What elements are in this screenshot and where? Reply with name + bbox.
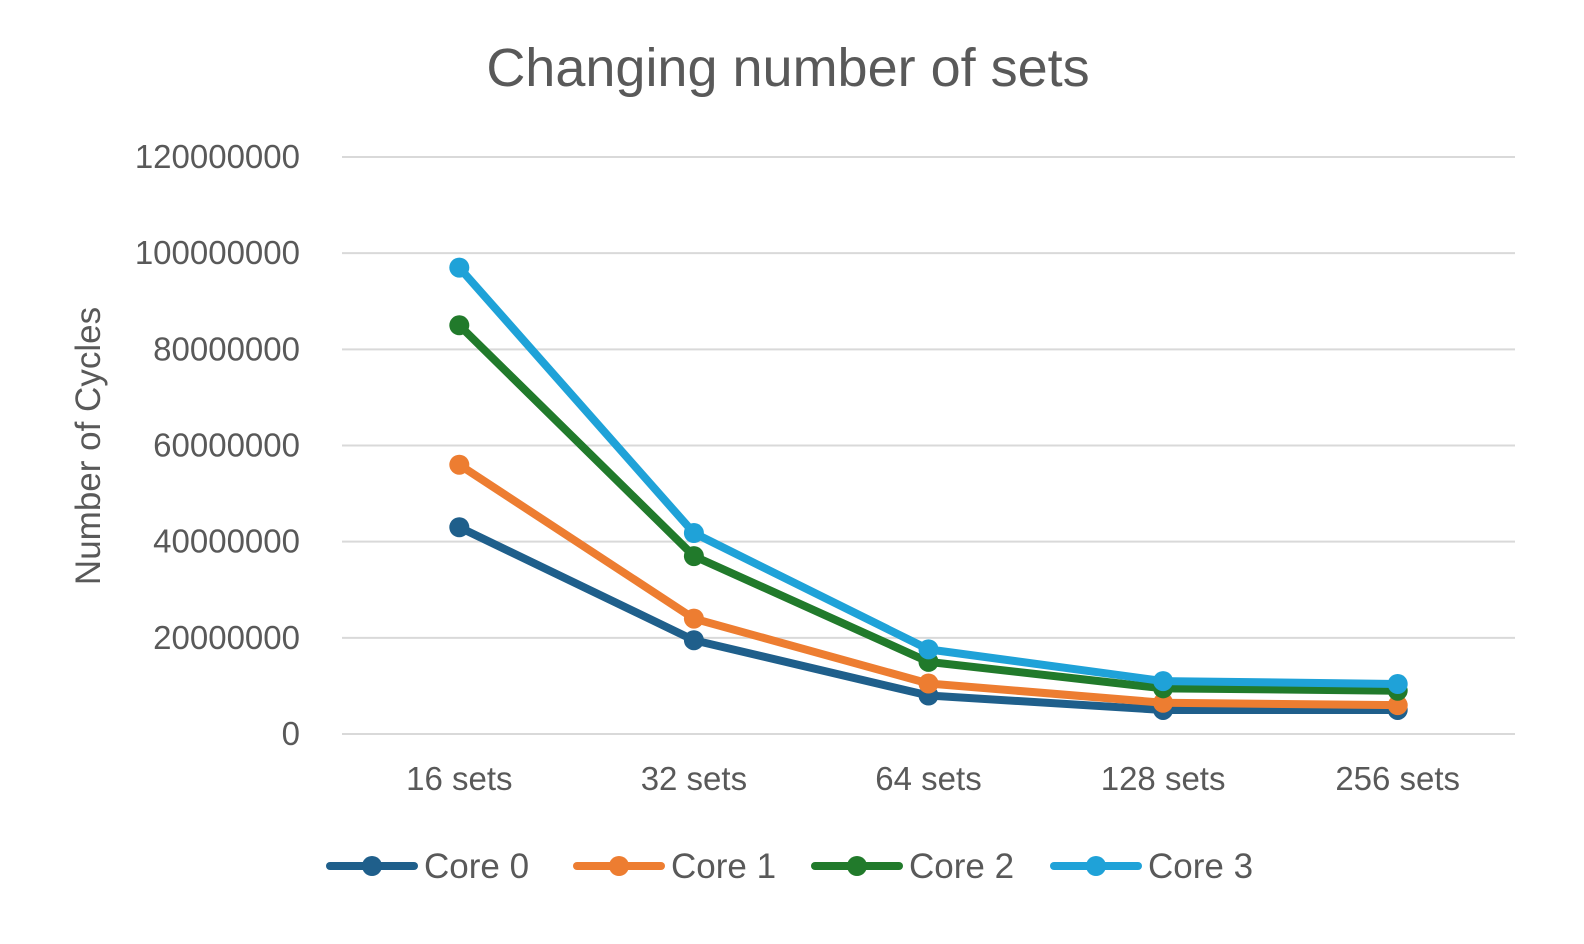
data-point-1-4: [1387, 695, 1408, 716]
legend-swatch-marker-2: [847, 856, 867, 876]
legend-label-1: Core 1: [671, 847, 776, 886]
x-tick-label-3: 128 sets: [1101, 760, 1226, 797]
legend-swatch-marker-3: [1086, 856, 1106, 876]
legend-swatch-marker-1: [609, 856, 629, 876]
series-3: [449, 257, 1408, 694]
legend-item-0: Core 0: [326, 847, 529, 886]
legend-swatch-marker-0: [362, 856, 382, 876]
data-point-3-2: [918, 639, 939, 660]
legend: Core 0 Core 1 Core 2 Core 3: [326, 847, 1253, 886]
data-point-1-1: [683, 608, 704, 629]
data-point-3-4: [1387, 673, 1408, 694]
legend-label-0: Core 0: [424, 847, 529, 886]
x-tick-label-4: 256 sets: [1335, 760, 1460, 797]
gridlines: [342, 156, 1515, 735]
series-1: [449, 454, 1408, 716]
data-point-1-3: [1153, 692, 1174, 713]
data-point-3-0: [449, 257, 470, 278]
chart-title: Changing number of sets: [486, 38, 1089, 98]
legend-item-1: Core 1: [573, 847, 776, 886]
data-point-1-0: [449, 454, 470, 475]
x-tick-label-2: 64 sets: [875, 760, 981, 797]
x-tick-label-1: 32 sets: [641, 760, 747, 797]
data-point-3-1: [683, 523, 704, 544]
data-point-0-0: [449, 517, 470, 538]
y-tick-label-3: 60000000: [153, 427, 300, 464]
x-tick-label-0: 16 sets: [406, 760, 512, 797]
y-tick-label-1: 20000000: [153, 619, 300, 656]
legend-label-3: Core 3: [1148, 847, 1253, 886]
y-axis-tick-labels: 0 20000000 40000000 60000000 80000000 1000000…: [135, 138, 300, 752]
data-point-2-0: [449, 315, 470, 336]
series-lines: [449, 257, 1408, 720]
series-line-2: [455, 321, 1402, 695]
y-tick-label-6: 120000000: [135, 138, 300, 175]
legend-item-2: Core 2: [811, 847, 1014, 886]
series-line-3: [455, 263, 1402, 688]
y-axis-title: Number of Cycles: [69, 307, 108, 585]
x-axis-tick-labels: 16 sets 32 sets 64 sets 128 sets 256 sets: [406, 760, 1460, 797]
y-tick-label-2: 40000000: [153, 523, 300, 560]
data-point-1-2: [918, 673, 939, 694]
data-point-3-3: [1153, 671, 1174, 692]
y-tick-label-0: 0: [282, 715, 300, 752]
y-tick-label-4: 80000000: [153, 330, 300, 367]
legend-label-2: Core 2: [909, 847, 1014, 886]
data-point-2-1: [683, 546, 704, 567]
data-point-0-1: [683, 630, 704, 651]
legend-item-3: Core 3: [1050, 847, 1253, 886]
y-tick-label-5: 100000000: [135, 234, 300, 271]
